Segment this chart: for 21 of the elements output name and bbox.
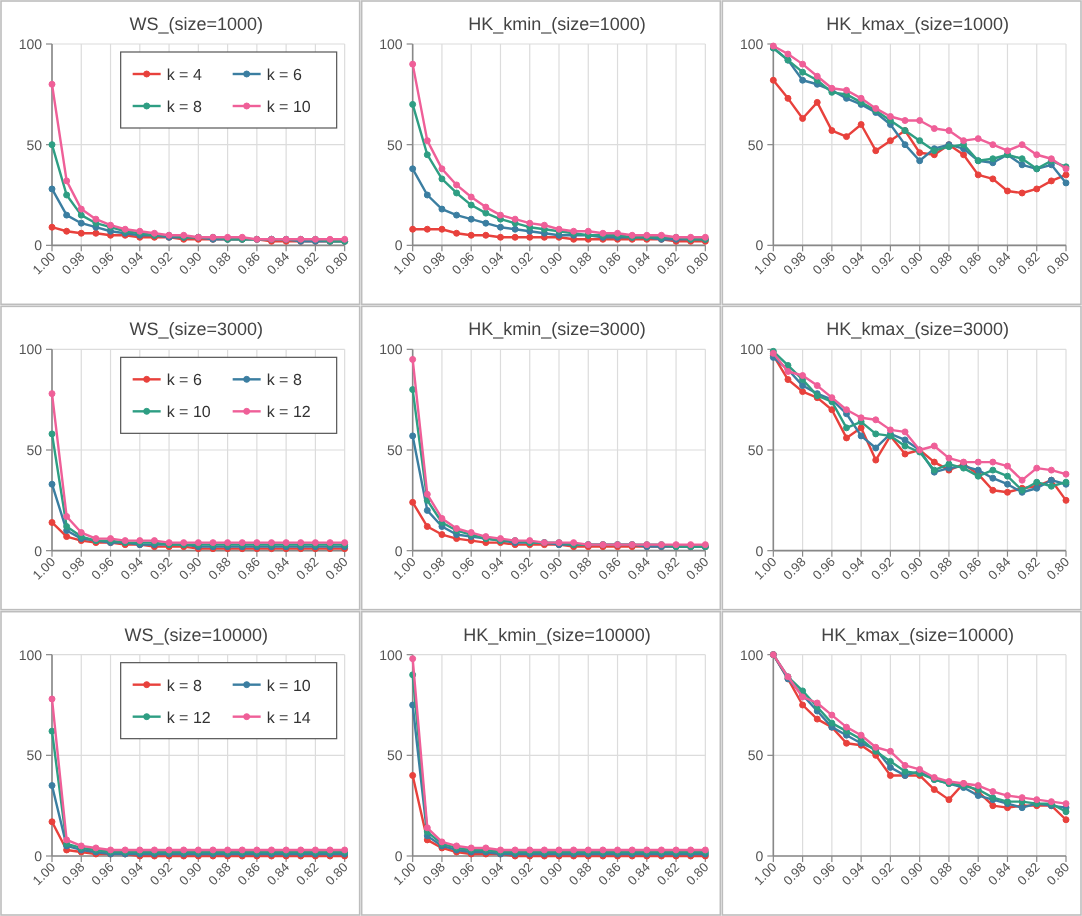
legend-label: k = 14 bbox=[266, 708, 312, 727]
legend-label: k = 4 bbox=[166, 66, 203, 84]
legend-label: k = 10 bbox=[166, 403, 212, 422]
legend-label: k = 8 bbox=[166, 98, 203, 116]
chart-title: WS_(size=1000) bbox=[129, 14, 264, 34]
legend-label: k = 8 bbox=[166, 676, 203, 695]
chart-title: HK_kmax_(size=3000) bbox=[826, 319, 1009, 340]
legend-label: k = 10 bbox=[266, 676, 312, 695]
chart-title: HK_kmax_(size=10000) bbox=[821, 624, 1014, 645]
legend-label: k = 6 bbox=[266, 66, 303, 84]
chart-title: HK_kmax_(size=1000) bbox=[826, 14, 1009, 34]
chart-title: WS_(size=3000) bbox=[129, 319, 264, 340]
chart-title: HK_kmin_(size=10000) bbox=[463, 624, 651, 645]
legend-label: k = 8 bbox=[266, 371, 303, 390]
chart-title: HK_kmin_(size=1000) bbox=[468, 14, 646, 34]
legend-label: k = 10 bbox=[266, 98, 312, 116]
legend-label: k = 6 bbox=[166, 371, 203, 390]
legend-label: k = 12 bbox=[166, 708, 212, 727]
chart-title: WS_(size=10000) bbox=[124, 624, 269, 645]
legend-label: k = 12 bbox=[266, 403, 312, 422]
chart-title: HK_kmin_(size=3000) bbox=[468, 319, 646, 340]
